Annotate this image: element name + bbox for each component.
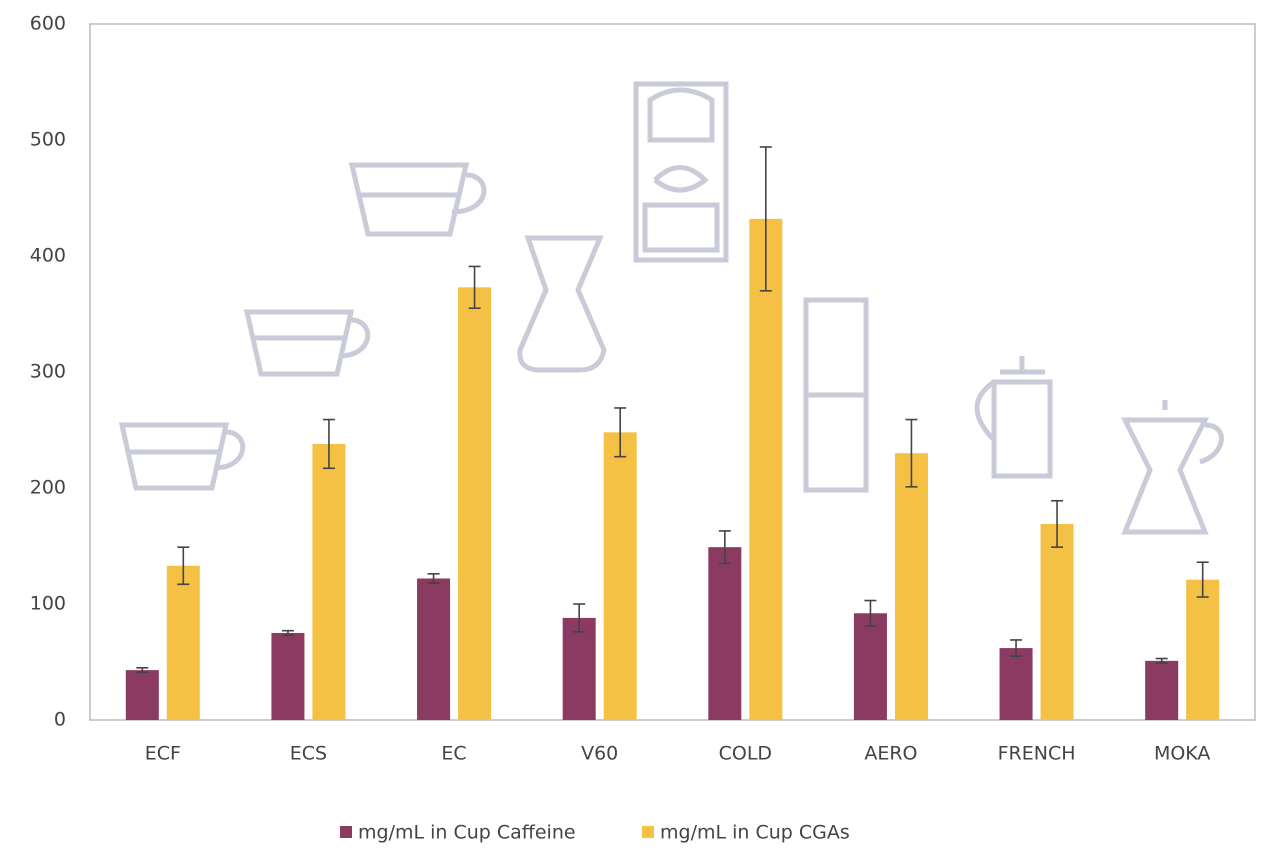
y-tick-label: 100 (30, 593, 66, 615)
cold-brew-icon (633, 81, 729, 263)
y-tick-label: 600 (30, 13, 66, 35)
error-bar (905, 418, 918, 488)
error-bar (864, 599, 877, 627)
bar (458, 287, 492, 720)
error-bar (1051, 499, 1064, 548)
error-bar (573, 603, 586, 633)
legend-label: mg/mL in Cup CGAs (660, 822, 850, 844)
bar (999, 648, 1033, 720)
error-bar (759, 146, 772, 292)
error-bar (427, 573, 440, 584)
bar (417, 578, 451, 720)
y-tick-label: 0 (54, 709, 66, 731)
legend-swatch (642, 826, 654, 838)
bar (894, 453, 928, 720)
bar (1186, 579, 1220, 720)
decorative-icons (118, 81, 1224, 535)
chemex-icon (517, 235, 607, 373)
x-tick-label: MOKA (1154, 743, 1210, 765)
legend-swatch (340, 826, 352, 838)
x-tick-label: V60 (581, 743, 618, 765)
bar (749, 218, 783, 720)
cup-icon (243, 309, 371, 377)
error-bar (718, 530, 731, 565)
y-tick-label: 200 (30, 477, 66, 499)
bar (708, 547, 742, 720)
bar (271, 633, 305, 720)
x-tick-label: ECF (145, 743, 181, 765)
legend-label: mg/mL in Cup Caffeine (358, 822, 576, 844)
bar (312, 443, 346, 720)
error-bar (614, 407, 627, 458)
y-tick-label: 300 (30, 361, 66, 383)
y-tick-label: 400 (30, 245, 66, 267)
error-bar (1155, 657, 1168, 664)
error-bar (1010, 639, 1023, 658)
bar (1040, 523, 1074, 720)
bar (603, 432, 637, 720)
x-tick-label: EC (441, 743, 466, 765)
french-press-icon (974, 356, 1053, 479)
error-bar (468, 265, 481, 310)
x-tick-label: ECS (290, 743, 327, 765)
bar (853, 613, 887, 720)
error-bar (177, 546, 190, 586)
x-tick-label: AERO (864, 743, 917, 765)
bar (125, 670, 159, 720)
bar (166, 565, 200, 720)
error-bar (281, 629, 294, 637)
bar (562, 617, 596, 720)
y-tick-label: 500 (30, 129, 66, 151)
moka-icon (1120, 400, 1224, 535)
cup-icon (118, 422, 246, 491)
x-tick-label: COLD (719, 743, 772, 765)
error-bar (136, 666, 149, 674)
bar (1145, 660, 1179, 720)
error-bar (1196, 561, 1209, 598)
aeropress-icon (803, 297, 869, 493)
cup-icon (348, 162, 487, 237)
error-bar (322, 418, 335, 470)
x-tick-label: FRENCH (998, 743, 1076, 765)
